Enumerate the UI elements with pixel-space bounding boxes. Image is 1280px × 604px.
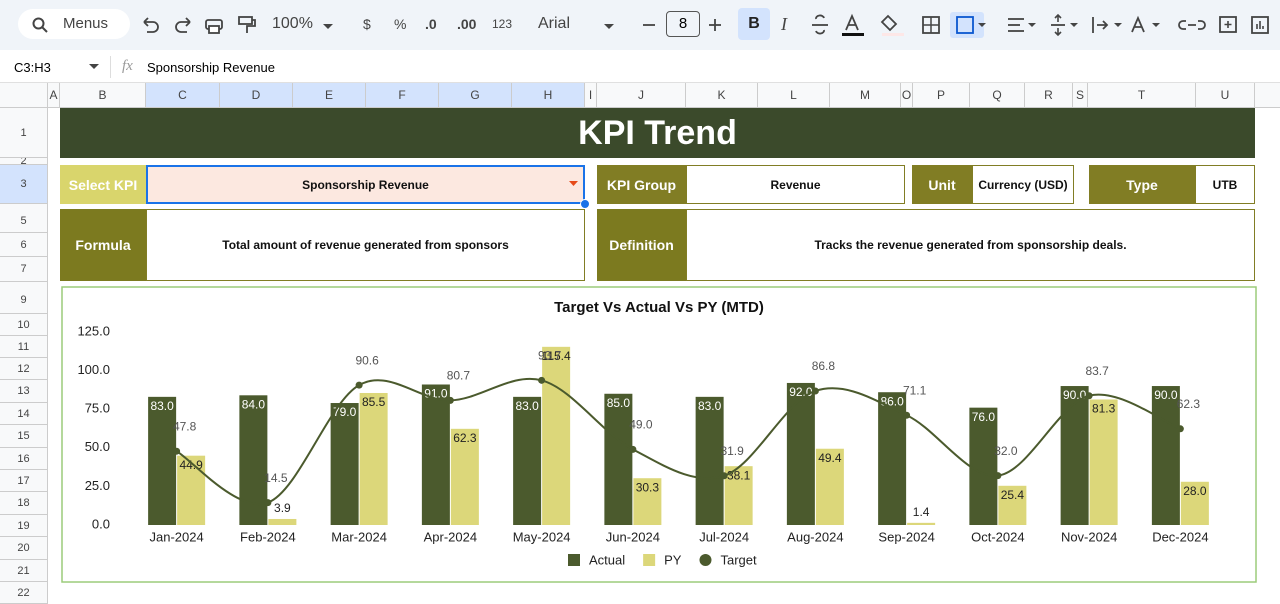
column-header: G bbox=[439, 83, 512, 108]
column-header: J bbox=[597, 83, 686, 108]
bold-button[interactable]: B bbox=[738, 8, 770, 40]
divider bbox=[110, 56, 111, 78]
row-header: 6 bbox=[0, 233, 48, 257]
column-header: D bbox=[220, 83, 293, 108]
column-header: B bbox=[60, 83, 146, 108]
currency-button[interactable]: $ bbox=[363, 16, 371, 32]
increase-decimal[interactable]: .00 bbox=[457, 16, 477, 32]
size-icons bbox=[604, 19, 721, 31]
toolbar-icons bbox=[143, 16, 333, 34]
row-header: 11 bbox=[0, 336, 48, 358]
row-header: 5 bbox=[0, 209, 48, 233]
format-icons bbox=[812, 12, 1269, 38]
column-header: L bbox=[758, 83, 830, 108]
sheet: A B C D E F G H I J K L M O P Q R S T U 1 2 3 5 6 7 9 10 11 12 13 14 15 1… bbox=[0, 83, 1280, 604]
column-header: O bbox=[901, 83, 913, 108]
percent-button[interactable]: % bbox=[394, 16, 407, 32]
row-header: 22 bbox=[0, 582, 48, 604]
column-header: I bbox=[585, 83, 597, 108]
font-family[interactable]: Arial bbox=[538, 15, 571, 32]
search-label: Menus bbox=[63, 15, 109, 32]
row-header: 19 bbox=[0, 515, 48, 537]
search-icon bbox=[32, 17, 48, 33]
zoom[interactable]: 100% bbox=[272, 15, 313, 32]
column-header: Q bbox=[970, 83, 1025, 108]
row-header: 7 bbox=[0, 257, 48, 282]
row-header: 1 bbox=[0, 108, 48, 158]
column-header: M bbox=[830, 83, 901, 108]
formula-bar: C3:H3 fx Sponsorship Revenue bbox=[0, 50, 1280, 83]
row-header: 17 bbox=[0, 470, 48, 492]
name-box[interactable]: C3:H3 bbox=[14, 60, 51, 75]
column-header: U bbox=[1196, 83, 1255, 108]
italic-button[interactable]: I bbox=[781, 14, 787, 34]
row-header: 10 bbox=[0, 314, 48, 336]
row-header: 13 bbox=[0, 380, 48, 403]
column-header: K bbox=[686, 83, 758, 108]
row-header: 21 bbox=[0, 560, 48, 582]
row-header: 12 bbox=[0, 358, 48, 380]
column-header: E bbox=[293, 83, 366, 108]
column-header: P bbox=[913, 83, 970, 108]
column-header: H bbox=[512, 83, 585, 108]
menu-search[interactable]: Menus bbox=[18, 9, 130, 39]
font-size[interactable]: 8 bbox=[666, 11, 700, 37]
row-header: 20 bbox=[0, 537, 48, 560]
number-format[interactable]: 123 bbox=[492, 17, 513, 31]
row-header: 2 bbox=[0, 158, 48, 165]
column-header: F bbox=[366, 83, 439, 108]
toolbar: Menus 100% $ % .0 .00 123 Arial 8 B I bbox=[0, 0, 1280, 50]
name-box-arrow bbox=[89, 64, 99, 69]
decrease-decimal[interactable]: .0 bbox=[425, 16, 437, 32]
column-header: C bbox=[146, 83, 220, 108]
column-header: S bbox=[1073, 83, 1088, 108]
fx-label: fx bbox=[122, 58, 133, 74]
column-header: T bbox=[1088, 83, 1196, 108]
row-header: 15 bbox=[0, 425, 48, 448]
row-header: 16 bbox=[0, 448, 48, 470]
row-header: 18 bbox=[0, 492, 48, 515]
row-header: 3 bbox=[0, 165, 48, 204]
column-header: A bbox=[48, 83, 60, 108]
row-header: 14 bbox=[0, 403, 48, 425]
corner bbox=[0, 83, 48, 108]
row-header: 9 bbox=[0, 287, 48, 314]
column-header: R bbox=[1025, 83, 1073, 108]
formula-text[interactable]: Sponsorship Revenue bbox=[147, 60, 275, 75]
column-header bbox=[1255, 83, 1280, 108]
